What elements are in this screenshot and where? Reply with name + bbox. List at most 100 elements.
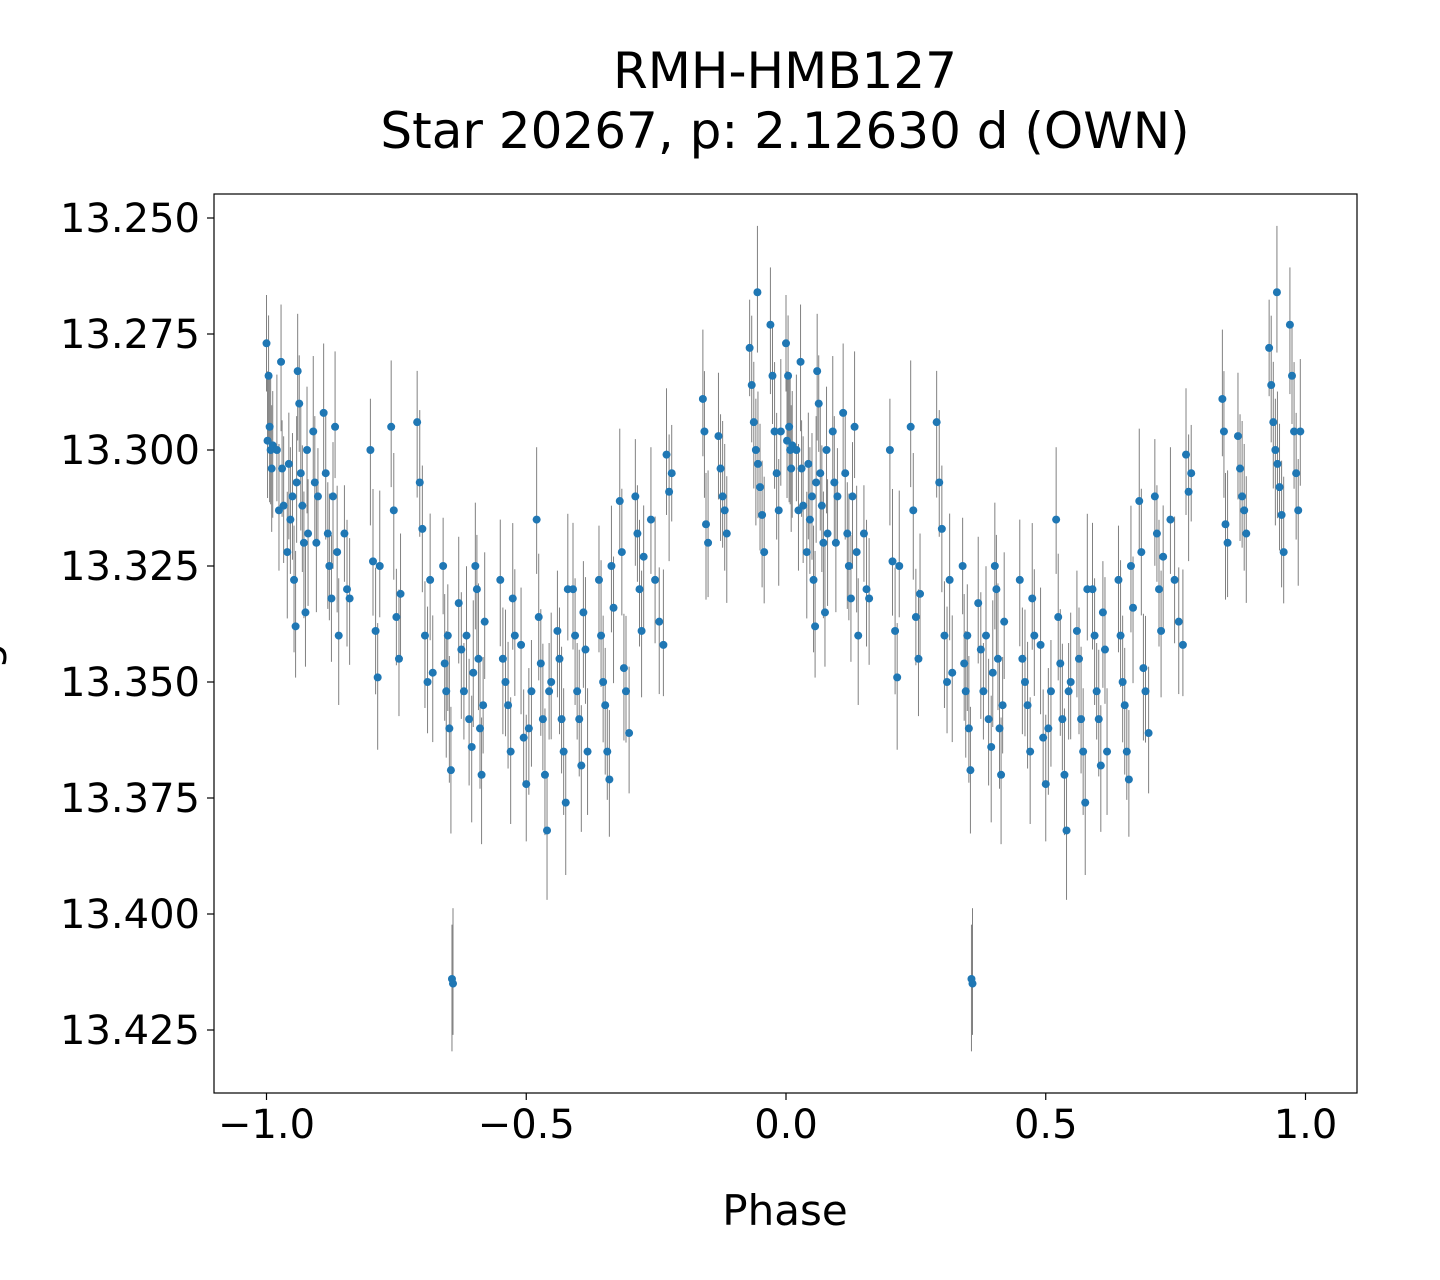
data-point (945, 575, 954, 584)
data-point (603, 747, 612, 756)
data-point (1036, 640, 1045, 649)
data-point (718, 492, 727, 501)
data-point (651, 575, 660, 584)
data-point (605, 775, 614, 784)
data-point (839, 408, 848, 417)
data-point (932, 418, 941, 427)
data-point (1052, 515, 1061, 524)
data-point (770, 427, 779, 436)
data-point (476, 724, 485, 733)
y-axis-label: Magnitude (0, 509, 8, 732)
data-point (772, 469, 781, 478)
data-point (960, 659, 969, 668)
data-point (816, 469, 825, 478)
chart-title: RMH-HMB127 (613, 42, 957, 100)
data-point (508, 594, 517, 603)
data-point (1236, 464, 1245, 473)
x-axis-label: Phase (722, 1186, 847, 1235)
data-point (1275, 483, 1284, 492)
data-point (961, 687, 970, 696)
data-point (841, 469, 850, 478)
data-point (968, 979, 977, 988)
data-point (828, 427, 837, 436)
data-point (440, 659, 449, 668)
data-point (1114, 575, 1123, 584)
data-point (263, 436, 272, 445)
data-point (621, 687, 630, 696)
data-point (987, 742, 996, 751)
data-point (267, 464, 276, 473)
data-point (1269, 418, 1278, 427)
data-point (1026, 747, 1035, 756)
data-point (935, 478, 944, 487)
data-point (474, 654, 483, 663)
x-tick-label: 0.0 (754, 1102, 818, 1148)
data-point (823, 529, 832, 538)
y-tick-label: 13.425 (60, 1008, 200, 1054)
data-point (569, 585, 578, 594)
data-point (559, 747, 568, 756)
data-point (1039, 733, 1048, 742)
data-point (615, 497, 624, 506)
data-point (1062, 826, 1071, 835)
data-point (1155, 585, 1164, 594)
data-point (366, 446, 375, 454)
data-point (785, 422, 794, 431)
data-point (1137, 548, 1146, 557)
data-point (888, 557, 897, 566)
data-point (982, 631, 991, 640)
data-point (459, 687, 468, 696)
data-point (304, 529, 313, 538)
y-tick-label: 13.325 (60, 544, 200, 590)
data-point (776, 427, 785, 436)
data-point (333, 548, 342, 557)
data-point (527, 687, 536, 696)
data-marks (262, 225, 1305, 1052)
data-point (852, 548, 861, 557)
data-point (283, 548, 292, 557)
data-point (345, 594, 354, 603)
data-point (766, 320, 775, 329)
axes: −1.0 −0.5 0.0 0.5 1.0 13.250 13.275 13.300 13.32… (60, 196, 1337, 1148)
data-point (1100, 645, 1109, 654)
data-point (545, 687, 554, 696)
data-point (413, 418, 422, 427)
data-point (646, 515, 655, 524)
y-tick-label: 13.400 (60, 892, 200, 938)
data-point (472, 585, 481, 594)
data-point (745, 343, 754, 352)
data-point (1218, 394, 1227, 403)
data-point (277, 357, 286, 366)
data-point (601, 701, 610, 710)
data-point (997, 770, 1006, 779)
data-point (937, 524, 946, 533)
data-point (796, 357, 805, 366)
data-point (940, 631, 949, 640)
data-point (1088, 585, 1097, 594)
data-point (321, 469, 330, 478)
data-point (457, 645, 466, 654)
data-point (1030, 631, 1039, 640)
data-point (1272, 288, 1281, 297)
data-point (774, 506, 783, 515)
data-point (577, 761, 586, 770)
data-point (802, 548, 811, 557)
data-point (291, 622, 300, 631)
data-point (722, 529, 731, 538)
data-point (992, 585, 1001, 594)
data-point (943, 678, 952, 686)
data-point (700, 427, 709, 436)
data-point (1157, 626, 1166, 635)
data-point (1074, 654, 1083, 663)
data-point (1294, 506, 1303, 515)
data-point (536, 659, 545, 668)
data-point (1072, 626, 1081, 635)
data-point (1058, 715, 1067, 724)
data-point (1023, 701, 1032, 710)
data-point (1159, 552, 1168, 561)
data-point (812, 478, 821, 487)
data-point (1096, 761, 1105, 770)
data-point (667, 469, 676, 478)
data-point (469, 668, 478, 677)
